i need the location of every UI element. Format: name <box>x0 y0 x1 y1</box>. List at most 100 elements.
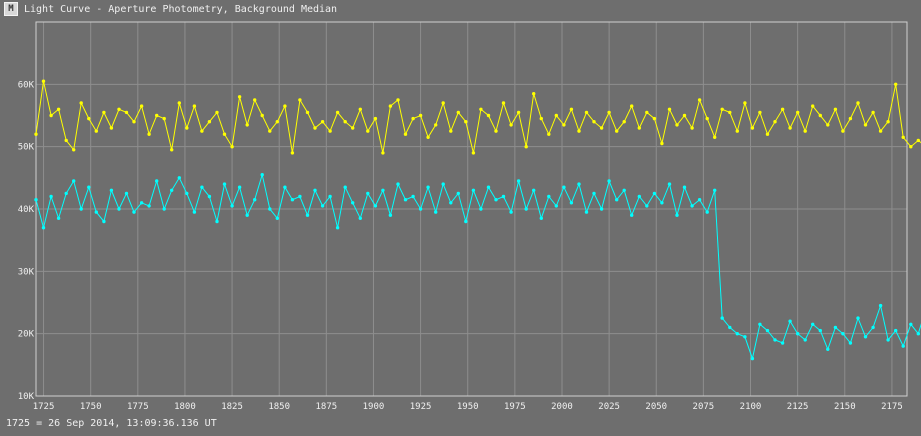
data-point <box>94 210 99 214</box>
data-point <box>728 325 732 330</box>
x-tick-label: 2150 <box>834 402 856 412</box>
y-tick-label: 60K <box>18 80 35 90</box>
data-point <box>449 129 453 133</box>
status-readout: 1725 = 26 Sep 2014, 13:09:36.136 UT <box>6 418 217 429</box>
data-point <box>230 145 234 149</box>
data-point <box>607 110 611 115</box>
data-point <box>79 207 83 211</box>
data-point <box>886 120 890 124</box>
data-point <box>886 338 890 342</box>
data-point <box>117 207 121 211</box>
data-point <box>215 110 219 115</box>
data-point <box>373 204 378 208</box>
data-point <box>788 319 792 323</box>
x-tick-label: 2175 <box>881 402 903 412</box>
data-point <box>599 207 604 211</box>
data-point <box>434 123 438 127</box>
data-point <box>486 113 491 118</box>
data-point <box>682 185 687 189</box>
data-point <box>660 201 664 205</box>
data-point <box>652 116 657 121</box>
data-point <box>396 182 400 186</box>
data-point <box>630 104 634 108</box>
x-tick-label: 1750 <box>80 402 102 412</box>
data-point <box>516 110 521 115</box>
data-point <box>109 126 114 130</box>
x-tick-label: 1825 <box>221 402 243 412</box>
data-point <box>479 107 483 112</box>
data-point <box>501 101 506 105</box>
data-point <box>64 191 68 196</box>
data-point <box>215 219 219 224</box>
data-point <box>645 110 649 115</box>
data-point <box>652 191 657 196</box>
data-point <box>697 98 702 102</box>
data-point <box>841 332 845 336</box>
data-point <box>441 182 445 186</box>
data-point <box>34 198 38 202</box>
data-point <box>381 188 385 192</box>
data-point <box>780 341 785 345</box>
y-tick-label: 20K <box>18 330 35 340</box>
data-point <box>268 207 272 211</box>
data-point <box>403 132 408 136</box>
app-icon[interactable]: M <box>4 2 18 16</box>
data-point <box>728 110 732 115</box>
data-point <box>622 120 626 124</box>
x-tick-label: 2050 <box>645 402 667 412</box>
data-point <box>351 201 355 205</box>
data-point <box>117 107 121 112</box>
series-line-yellow <box>35 81 921 154</box>
data-point <box>660 141 664 146</box>
data-point <box>637 126 641 130</box>
data-point <box>577 129 581 133</box>
data-point <box>328 129 332 133</box>
data-point <box>388 213 393 217</box>
y-tick-label: 50K <box>18 143 35 153</box>
data-point <box>592 191 596 196</box>
data-point <box>124 110 129 115</box>
data-point <box>894 328 898 333</box>
data-point <box>569 107 574 112</box>
data-point <box>615 129 619 133</box>
data-point <box>863 335 868 339</box>
data-point <box>49 194 53 199</box>
data-point <box>599 126 604 130</box>
x-tick-label: 2100 <box>740 402 762 412</box>
data-point <box>426 185 430 189</box>
data-point <box>49 113 53 118</box>
data-point <box>162 116 166 121</box>
data-point <box>532 188 536 192</box>
data-point <box>418 207 423 211</box>
data-point <box>275 216 279 220</box>
data-point <box>826 123 830 127</box>
data-point <box>313 188 317 192</box>
data-point <box>796 332 800 336</box>
data-point <box>516 179 521 183</box>
y-tick-label: 40K <box>18 205 35 215</box>
data-point <box>848 341 853 345</box>
data-point <box>381 151 385 155</box>
data-point <box>147 204 151 208</box>
data-point <box>177 176 181 180</box>
data-point <box>396 98 400 102</box>
data-point <box>230 204 234 208</box>
y-tick-label: 30K <box>18 267 35 277</box>
data-point <box>335 226 340 230</box>
data-point <box>132 120 136 124</box>
data-point <box>796 110 800 115</box>
data-point <box>72 179 76 183</box>
data-point <box>554 113 558 118</box>
data-point <box>237 185 242 189</box>
data-point <box>305 110 310 115</box>
data-point <box>456 191 460 196</box>
data-point <box>426 135 430 139</box>
data-point <box>245 213 249 217</box>
data-point <box>41 226 46 230</box>
data-point <box>290 198 295 202</box>
data-point <box>909 145 913 149</box>
data-point <box>64 138 68 143</box>
data-point <box>411 194 415 199</box>
x-tick-label: 1725 <box>33 402 55 412</box>
